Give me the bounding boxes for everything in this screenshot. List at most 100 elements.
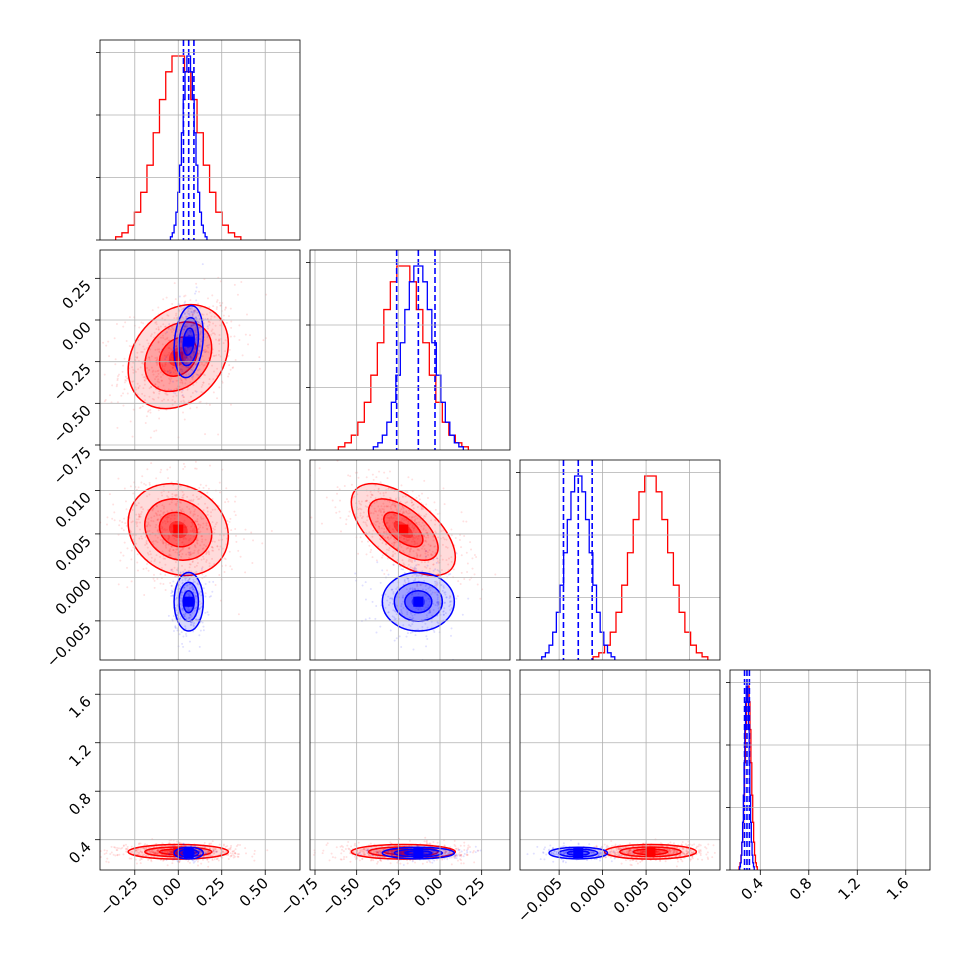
sample-point: [148, 387, 151, 390]
sample-point: [212, 527, 215, 530]
sample-point: [125, 848, 128, 851]
sample-point: [204, 852, 207, 855]
sample-point: [158, 417, 161, 420]
sample-point: [193, 309, 196, 312]
sample-point: [155, 842, 158, 845]
sample-point: [415, 607, 418, 610]
sample-point: [156, 356, 159, 359]
sample-point: [405, 538, 408, 541]
sample-point: [392, 609, 395, 612]
sample-point: [248, 334, 251, 337]
sample-point: [117, 375, 120, 378]
sample-point: [446, 850, 449, 853]
sample-point: [216, 545, 219, 548]
sample-point: [167, 614, 170, 617]
sample-point: [172, 614, 175, 617]
sample-point: [145, 541, 148, 544]
sample-point: [375, 476, 378, 479]
sample-point: [161, 539, 164, 542]
sample-point: [360, 503, 363, 506]
sample-point: [434, 552, 437, 555]
sample-point: [471, 567, 474, 570]
sample-point: [434, 519, 437, 522]
sample-point: [157, 326, 160, 329]
sample-point: [321, 852, 324, 855]
sample-point: [386, 557, 389, 560]
sample-point: [181, 581, 184, 584]
sample-point: [188, 499, 191, 502]
sample-point: [195, 286, 198, 289]
sample-point: [114, 358, 117, 361]
sample-point: [406, 539, 409, 542]
sample-point: [230, 854, 233, 857]
sample-point: [183, 543, 186, 546]
sample-point: [189, 537, 192, 540]
sample-point: [366, 515, 369, 518]
sample-point: [458, 851, 461, 854]
sample-point: [202, 522, 205, 525]
sample-point: [207, 851, 210, 854]
sample-point: [466, 854, 469, 857]
sample-point: [389, 505, 392, 508]
sample-point: [162, 583, 165, 586]
sample-point: [184, 589, 187, 592]
sample-point: [187, 373, 190, 376]
sample-point: [218, 301, 221, 304]
sample-point: [201, 573, 204, 576]
sample-point: [369, 859, 372, 862]
sample-point: [425, 550, 428, 553]
sample-point: [140, 351, 143, 354]
sample-point: [122, 554, 125, 557]
sample-point: [223, 570, 226, 573]
sample-point: [158, 514, 161, 517]
sample-point: [370, 548, 373, 551]
sample-point: [184, 612, 187, 615]
sample-point: [222, 843, 225, 846]
sample-point: [175, 850, 178, 853]
sample-point: [191, 366, 194, 369]
sample-point: [115, 848, 118, 851]
sample-point: [152, 373, 155, 376]
sample-point: [206, 510, 209, 513]
sample-point: [369, 512, 372, 515]
sample-point: [377, 525, 380, 528]
sample-point: [194, 342, 197, 345]
sample-point: [179, 514, 182, 517]
sample-point: [208, 323, 211, 326]
sample-point: [214, 338, 217, 341]
sample-point: [232, 854, 235, 857]
sample-point: [313, 853, 316, 856]
sample-point: [194, 339, 197, 342]
sample-point: [168, 842, 171, 845]
sample-point: [428, 842, 431, 845]
sample-point: [175, 596, 178, 599]
sample-point: [423, 608, 426, 611]
sample-point: [198, 526, 201, 529]
sample-point: [400, 611, 403, 614]
sample-point: [414, 518, 417, 521]
sample-point: [194, 290, 197, 293]
sample-point: [164, 516, 167, 519]
sample-point: [425, 540, 428, 543]
sample-point: [156, 849, 159, 852]
sample-point: [393, 502, 396, 505]
sample-point: [221, 547, 224, 550]
sample-point: [166, 336, 169, 339]
sample-point: [425, 599, 428, 602]
sample-point: [436, 594, 439, 597]
sample-point: [228, 348, 231, 351]
sample-point: [147, 410, 150, 413]
sample-point: [122, 364, 125, 367]
sample-point: [162, 859, 165, 862]
sample-point: [198, 326, 201, 329]
sample-point: [212, 332, 215, 335]
sample-point: [205, 313, 208, 316]
sample-point: [198, 401, 201, 404]
sample-point: [229, 848, 232, 851]
sample-point: [400, 646, 403, 649]
sample-point: [148, 849, 151, 852]
sample-point: [412, 550, 415, 553]
sample-point: [362, 515, 365, 518]
sample-point: [145, 567, 148, 570]
sample-point: [103, 849, 106, 852]
